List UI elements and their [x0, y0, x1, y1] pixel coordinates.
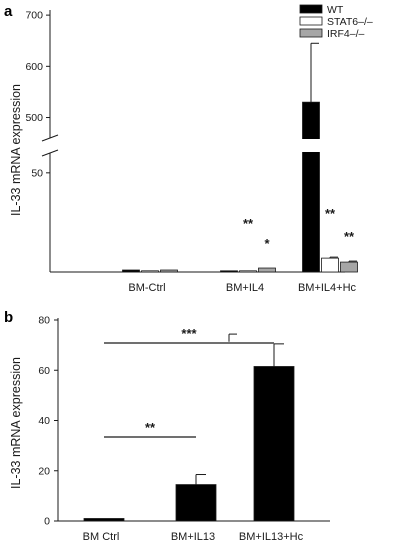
panel-a-bar-stat6-1 [239, 270, 257, 273]
panel-b-comparison-label: *** [181, 326, 197, 341]
panel-a-y-tick-label: 50 [31, 167, 43, 179]
panel-b-category-label: BM Ctrl [83, 531, 120, 543]
panel-a-significance-label: ** [243, 216, 254, 231]
panel-a-significance-label: ** [325, 206, 336, 221]
legend-swatch [299, 16, 323, 26]
panel-a-bar-break-gap [219, 139, 239, 152]
panel-b-y-tick-label: 20 [38, 465, 50, 477]
legend-swatch [299, 4, 323, 14]
panel-b-y-tick-label: 40 [38, 415, 50, 427]
panel-b-category-label: BM+IL13+Hc [239, 531, 304, 543]
panel-a-y-tick-label: 500 [25, 112, 43, 124]
panel-b-category-label: BM+IL13 [171, 531, 215, 543]
panel-b-y-tick-label: 80 [38, 315, 50, 327]
panel-b-bar-0 [83, 518, 125, 522]
legend-label: WT [327, 4, 344, 16]
panel-b-letter: b [4, 309, 13, 326]
panel-a-bar-irf4-0 [160, 269, 178, 273]
panel-a-bar-stat6-2 [321, 257, 339, 273]
axis-break-icon [41, 134, 59, 157]
panel-a-category-label: BM-Ctrl [128, 282, 165, 294]
panel-a-y-axis-label: IL-33 mRNA expression [9, 84, 23, 216]
panel-a-y-tick-label: 600 [25, 61, 43, 73]
panel-a-significance-label: ** [344, 229, 355, 244]
panel-a-bar-wt-1 [220, 270, 238, 273]
legend-label: STAT6–/– [327, 16, 373, 28]
panel-a-bar-break-gap [301, 139, 321, 152]
panel-a-bar-irf4-2 [340, 261, 358, 273]
panel-a-category-label: BM+IL4 [226, 282, 264, 294]
legend-label: IRF4–/– [327, 28, 365, 40]
panel-b-y-tick-label: 60 [38, 365, 50, 377]
panel-a-bar-wt-2 [302, 101, 320, 273]
panel-b-y-tick-label: 0 [44, 516, 50, 528]
panel-a-y-tick-label: 700 [25, 10, 43, 22]
panel-a-bar-stat6-0 [141, 270, 159, 273]
panel-a-significance-label: * [264, 236, 270, 251]
panel-b-bar-1 [175, 484, 217, 522]
panel-b-chart: b IL-33 mRNA expression 0 20 40 60 80 BM Ctr… [4, 309, 330, 543]
panel-a-letter: a [4, 3, 13, 20]
legend-swatch [299, 28, 323, 38]
panel-b-y-axis-label: IL-33 mRNA expression [9, 357, 23, 489]
panel-a-bar-irf4-1 [258, 267, 276, 273]
panel-a-category-label: BM+IL4+Hc [298, 282, 357, 294]
panel-b-bar-2 [253, 366, 295, 522]
panel-a-bar-wt-0 [122, 269, 140, 273]
panel-b-comparison-label: ** [145, 420, 156, 435]
